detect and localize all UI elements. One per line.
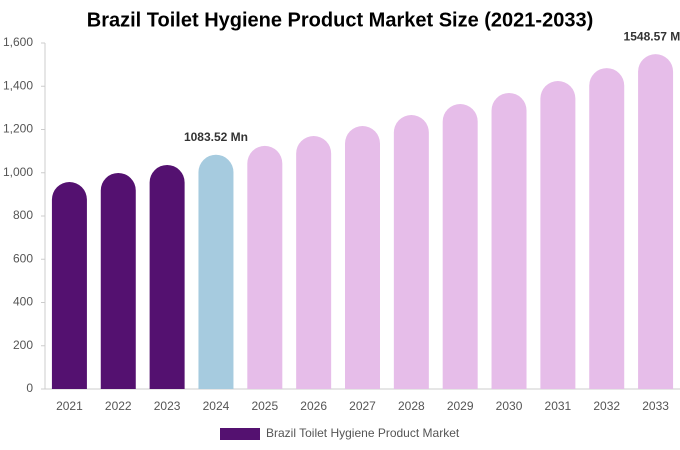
bar <box>100 172 136 389</box>
legend-swatch <box>220 428 260 440</box>
bar <box>540 81 576 389</box>
x-tick-label: 2032 <box>593 399 620 413</box>
bar <box>345 126 380 389</box>
x-tick-label: 2026 <box>300 399 327 413</box>
bar <box>296 135 332 389</box>
x-tick-label: 2024 <box>203 399 230 413</box>
x-tick-label: 2030 <box>496 399 523 413</box>
y-tick-label: 1,000 <box>3 165 33 179</box>
bar <box>393 115 429 390</box>
y-tick-label: 1,400 <box>3 78 33 92</box>
x-tick-label: 2021 <box>56 399 83 413</box>
bar <box>638 54 674 389</box>
chart-title: Brazil Toilet Hygiene Product Market Siz… <box>87 9 593 31</box>
y-tick-label: 800 <box>13 208 33 222</box>
x-tick-label: 2031 <box>545 399 572 413</box>
bar <box>491 92 527 389</box>
y-tick-label: 600 <box>13 251 33 265</box>
y-tick-label: 1,200 <box>3 122 33 136</box>
bar <box>589 68 625 389</box>
y-tick-label: 400 <box>13 295 33 309</box>
x-tick-label: 2027 <box>349 399 376 413</box>
x-tick-label: 2022 <box>105 399 132 413</box>
y-tick-label: 1,600 <box>3 35 33 49</box>
x-tick-label: 2029 <box>447 399 474 413</box>
data-label: 1548.57 Mn <box>624 29 680 43</box>
x-tick-label: 2023 <box>154 399 181 413</box>
y-tick-label: 200 <box>13 338 33 352</box>
bar <box>198 154 234 389</box>
bar <box>247 145 283 389</box>
legend-label: Brazil Toilet Hygiene Product Market <box>266 426 460 440</box>
x-tick-label: 2025 <box>251 399 278 413</box>
y-tick-label: 0 <box>26 381 33 395</box>
bar <box>149 164 185 389</box>
x-tick-label: 2028 <box>398 399 425 413</box>
bar <box>51 182 87 389</box>
bar <box>442 103 478 390</box>
data-label: 1083.52 Mn <box>184 130 248 144</box>
x-tick-label: 2033 <box>642 399 669 413</box>
